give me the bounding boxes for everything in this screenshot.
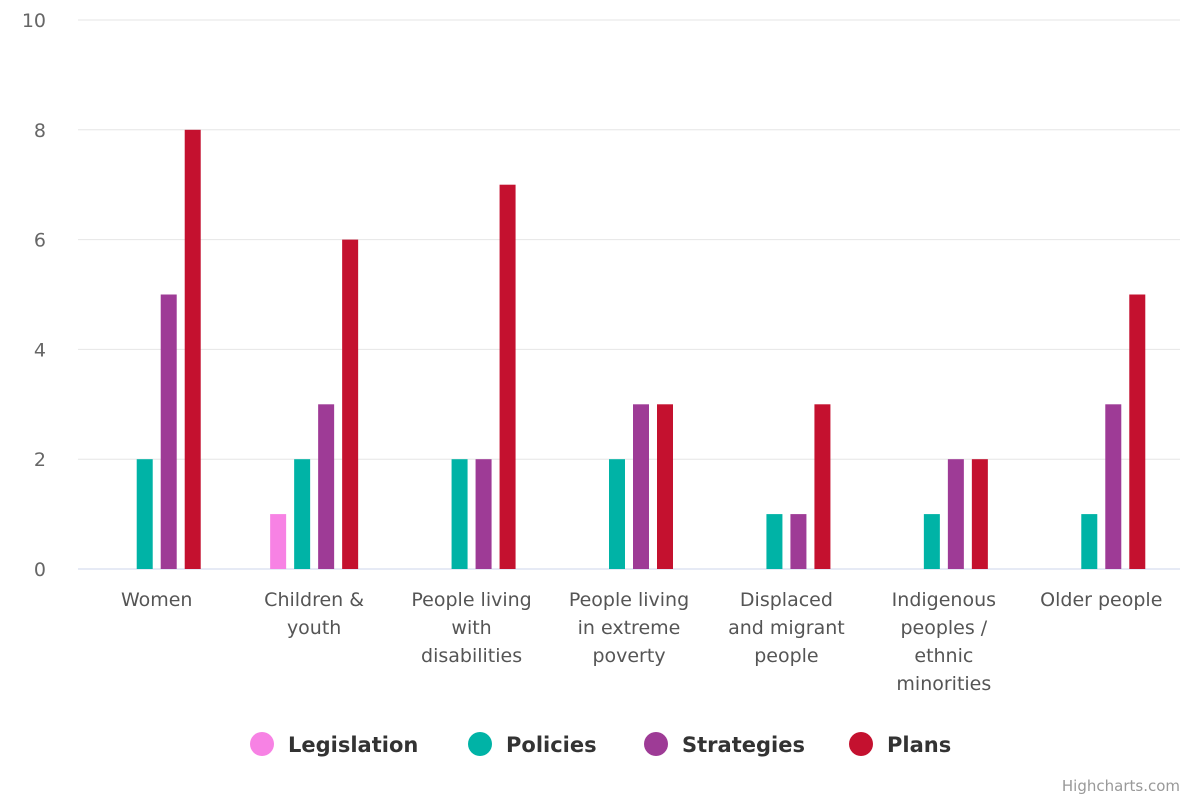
- grid-lines: [78, 19, 1180, 570]
- bar-strategies[interactable]: [790, 514, 807, 569]
- legend-marker: [644, 732, 668, 756]
- y-tick-label: 4: [34, 339, 46, 361]
- bar-plans[interactable]: [814, 404, 831, 569]
- bar-policies[interactable]: [451, 459, 468, 569]
- legend-label: Plans: [887, 733, 951, 757]
- bar-policies[interactable]: [294, 459, 311, 569]
- legend[interactable]: Legislation Policies Strategies Plans: [250, 732, 951, 757]
- bar-strategies[interactable]: [633, 404, 649, 569]
- x-axis: Women Children & youth People living with dis…: [121, 589, 1162, 695]
- legend-label: Legislation: [288, 733, 418, 757]
- x-category-label: Indigenous peoples / ethnic minorities: [892, 589, 996, 695]
- bar-policies[interactable]: [766, 514, 783, 569]
- bar-plans[interactable]: [657, 404, 673, 569]
- y-tick-label: 2: [34, 449, 46, 471]
- bar-policies[interactable]: [136, 459, 153, 569]
- y-tick-label: 10: [22, 10, 46, 32]
- credits-text[interactable]: Highcharts.com: [1062, 777, 1180, 795]
- legend-item-policies[interactable]: Policies: [468, 732, 597, 757]
- bar-strategies[interactable]: [1105, 404, 1122, 569]
- bars: [136, 129, 1146, 570]
- x-category-label: People living in extreme poverty: [569, 589, 689, 667]
- bar-policies[interactable]: [923, 514, 940, 569]
- bar-strategies[interactable]: [160, 294, 177, 570]
- legend-marker: [250, 732, 274, 756]
- bar-strategies[interactable]: [475, 459, 492, 569]
- x-category-label: Children & youth: [264, 589, 364, 639]
- legend-item-strategies[interactable]: Strategies: [644, 732, 805, 757]
- legend-marker: [849, 732, 873, 756]
- legend-item-plans[interactable]: Plans: [849, 732, 951, 757]
- x-category-label: People living with disabilities: [411, 589, 531, 667]
- legend-item-legislation[interactable]: Legislation: [250, 732, 418, 757]
- bar-policies[interactable]: [609, 459, 625, 569]
- legend-label: Policies: [506, 733, 597, 757]
- bar-plans[interactable]: [1129, 294, 1146, 570]
- bar-plans[interactable]: [342, 239, 359, 569]
- bar-policies[interactable]: [1081, 514, 1098, 569]
- x-category-label: Women: [121, 589, 193, 611]
- bar-plans[interactable]: [184, 129, 201, 570]
- bar-strategies[interactable]: [318, 404, 335, 569]
- x-category-label: Older people: [1040, 589, 1162, 611]
- bar-plans[interactable]: [499, 184, 516, 569]
- y-axis: 0 2 4 6 8 10: [22, 10, 46, 581]
- bar-plans[interactable]: [971, 459, 988, 569]
- y-tick-label: 8: [34, 120, 46, 142]
- legend-marker: [468, 732, 492, 756]
- y-tick-label: 6: [34, 230, 46, 252]
- legend-label: Strategies: [682, 733, 805, 757]
- x-category-label: Displaced and migrant people: [728, 589, 845, 667]
- bar-strategies[interactable]: [947, 459, 964, 569]
- bar-legislation[interactable]: [270, 514, 287, 569]
- y-tick-label: 0: [34, 559, 46, 581]
